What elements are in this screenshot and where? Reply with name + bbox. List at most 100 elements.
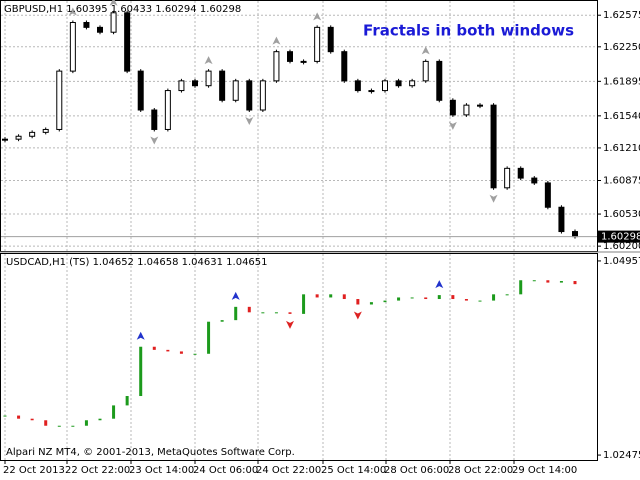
candle [478,300,482,302]
candle [261,312,265,314]
x-tick-label: 28 Oct 06:00 [384,465,449,476]
candle [368,90,375,93]
x-tick-label: 22 Oct 2013 [3,465,65,476]
candle [57,425,61,427]
candle [342,294,346,300]
candle [302,294,306,314]
sub-header: USDCAD,H1 (TS) 1.04652 1.04658 1.04631 1… [6,257,268,268]
candle [179,351,183,354]
candle [436,60,443,101]
candle [247,306,251,313]
fractal-up [231,291,240,300]
candle [178,80,185,92]
candle [30,418,34,421]
candle [220,320,224,322]
candle [29,131,36,137]
candle [572,231,578,238]
fractal-down [286,320,294,329]
candle [137,70,144,111]
candle [125,396,129,406]
candle [490,104,497,189]
candle [273,51,280,82]
candle [300,60,307,63]
candle [451,295,455,300]
candle [544,182,551,208]
candle [463,104,470,116]
y-tick-label: 1.62250 [603,42,640,53]
candle [69,22,76,72]
candle [531,177,538,184]
candle [505,294,509,296]
fractal-up [313,12,322,21]
fractal-down [245,117,254,126]
candle [354,80,361,92]
y-tick-label: 1.04957 [603,256,640,267]
candle [166,349,170,352]
candle [139,346,143,397]
y-tick-label: 1.62575 [603,10,640,21]
candle [71,425,75,427]
candle [56,70,63,130]
y-tick-label: 1.61540 [603,111,640,122]
candle [383,300,387,303]
candle [395,80,402,87]
candle [2,138,8,141]
candle [232,80,239,101]
candle [152,346,156,350]
candle [424,297,428,300]
candle [409,80,416,87]
x-tick-label: 28 Oct 22:00 [448,465,513,476]
copyright: Alpari NZ MT4, © 2001-2013, MetaQuotes S… [6,447,295,458]
candle [42,128,49,133]
y-tick-label: 1.60875 [603,176,640,187]
candle [356,299,360,305]
candle [207,321,211,354]
y-tick-label: 1.60530 [603,209,640,220]
candle [97,26,103,33]
candle [164,90,171,130]
sub-window-frame [0,253,598,461]
candle [558,206,565,233]
fractal-down [448,121,457,130]
candle [369,302,373,305]
x-tick-label: 24 Oct 06:00 [193,465,258,476]
x-tick-label: 23 Oct 14:00 [129,465,194,476]
fractal-down [150,136,159,145]
candle [192,80,198,87]
candle [532,280,536,282]
candle [3,415,7,417]
candle [382,80,388,92]
candle [98,418,102,421]
fractal-up [68,7,77,16]
candle [314,26,321,62]
price-box [598,230,640,243]
x-tick-label: 24 Oct 22:00 [256,465,321,476]
candle [259,80,266,111]
y-tick-label: 1.61895 [603,76,640,87]
candle [84,420,88,426]
candle [504,167,511,189]
candle [112,405,116,419]
main-header: GBPUSD,H1 1.60395 1.60433 1.60294 1.6029… [4,4,241,15]
candle [546,280,550,283]
candle [274,312,278,314]
candle [287,51,293,62]
candle [517,167,524,179]
x-tick-label: 22 Oct 22:00 [65,465,130,476]
x-tick-label: 25 Oct 14:00 [321,465,386,476]
candle [422,60,429,82]
candle [341,51,348,82]
y-tick-label: 1.61210 [603,143,640,154]
candle [397,297,401,301]
candle [205,70,212,87]
annotation: Fractals in both windows [363,22,574,40]
candle [449,99,456,116]
candle [492,294,496,301]
candle [151,109,158,130]
candle [559,281,563,283]
candle [315,294,319,298]
candle [477,104,483,107]
